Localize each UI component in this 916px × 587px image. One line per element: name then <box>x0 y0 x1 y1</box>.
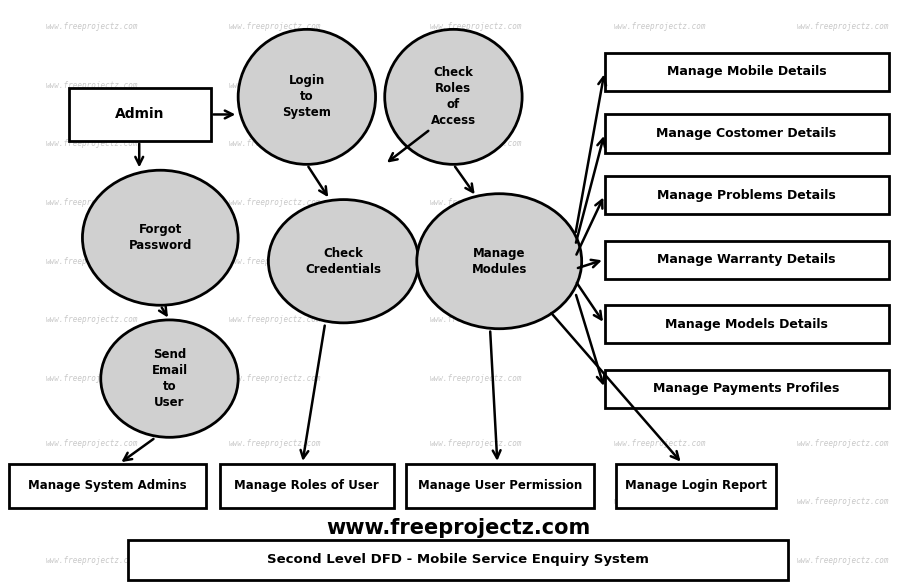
Bar <box>605 53 889 91</box>
Text: www.freeprojectz.com: www.freeprojectz.com <box>46 497 137 507</box>
Text: www.freeprojectz.com: www.freeprojectz.com <box>46 556 137 565</box>
Text: www.freeprojectz.com: www.freeprojectz.com <box>229 374 321 383</box>
Text: Manage Payments Profiles: Manage Payments Profiles <box>653 382 840 396</box>
Text: www.freeprojectz.com: www.freeprojectz.com <box>46 139 137 149</box>
Bar <box>220 464 394 508</box>
Text: www.freeprojectz.com: www.freeprojectz.com <box>229 438 321 448</box>
Bar <box>616 464 776 508</box>
Text: Check
Roles
of
Access: Check Roles of Access <box>431 66 476 127</box>
Text: www.freeprojectz.com: www.freeprojectz.com <box>797 139 889 149</box>
Text: www.freeprojectz.com: www.freeprojectz.com <box>797 497 889 507</box>
Text: www.freeprojectz.com: www.freeprojectz.com <box>614 198 705 207</box>
Text: www.freeprojectz.com: www.freeprojectz.com <box>614 497 705 507</box>
Text: Manage Problems Details: Manage Problems Details <box>657 188 836 202</box>
Text: www.freeprojectz.com: www.freeprojectz.com <box>797 80 889 90</box>
Bar <box>605 305 889 343</box>
Ellipse shape <box>385 29 522 164</box>
Text: www.freeprojectz.com: www.freeprojectz.com <box>797 198 889 207</box>
Bar <box>605 176 889 214</box>
Text: www.freeprojectz.com: www.freeprojectz.com <box>46 315 137 325</box>
Text: Manage User Permission: Manage User Permission <box>418 479 582 492</box>
Text: www.freeprojectz.com: www.freeprojectz.com <box>229 139 321 149</box>
Bar <box>9 464 206 508</box>
Ellipse shape <box>238 29 376 164</box>
Text: www.freeprojectz.com: www.freeprojectz.com <box>431 257 522 266</box>
Text: www.freeprojectz.com: www.freeprojectz.com <box>229 497 321 507</box>
Bar <box>605 114 889 153</box>
Text: www.freeprojectz.com: www.freeprojectz.com <box>46 374 137 383</box>
Text: www.freeprojectz.com: www.freeprojectz.com <box>431 315 522 325</box>
Text: www.freeprojectz.com: www.freeprojectz.com <box>229 22 321 31</box>
Ellipse shape <box>417 194 582 329</box>
Bar <box>605 370 889 408</box>
Bar <box>406 464 594 508</box>
Text: Send
Email
to
User: Send Email to User <box>151 348 188 409</box>
Text: www.freeprojectz.com: www.freeprojectz.com <box>46 257 137 266</box>
Text: www.freeprojectz.com: www.freeprojectz.com <box>229 80 321 90</box>
Text: www.freeprojectz.com: www.freeprojectz.com <box>614 22 705 31</box>
Text: www.freeprojectz.com: www.freeprojectz.com <box>797 374 889 383</box>
Text: Manage Login Report: Manage Login Report <box>625 479 767 492</box>
Bar <box>69 88 211 141</box>
Text: www.freeprojectz.com: www.freeprojectz.com <box>614 139 705 149</box>
Text: Manage Roles of User: Manage Roles of User <box>234 479 379 492</box>
Ellipse shape <box>268 200 419 323</box>
Text: www.freeprojectz.com: www.freeprojectz.com <box>431 139 522 149</box>
Text: www.freeprojectz.com: www.freeprojectz.com <box>614 374 705 383</box>
Text: www.freeprojectz.com: www.freeprojectz.com <box>797 438 889 448</box>
Text: Check
Credentials: Check Credentials <box>306 247 381 276</box>
Bar <box>128 540 788 580</box>
Text: www.freeprojectz.com: www.freeprojectz.com <box>46 438 137 448</box>
Text: www.freeprojectz.com: www.freeprojectz.com <box>326 518 590 538</box>
Text: Second Level DFD - Mobile Service Enquiry System: Second Level DFD - Mobile Service Enquir… <box>267 554 649 566</box>
Text: www.freeprojectz.com: www.freeprojectz.com <box>614 257 705 266</box>
Text: www.freeprojectz.com: www.freeprojectz.com <box>229 257 321 266</box>
Text: www.freeprojectz.com: www.freeprojectz.com <box>431 556 522 565</box>
Text: Manage System Admins: Manage System Admins <box>28 479 187 492</box>
Text: www.freeprojectz.com: www.freeprojectz.com <box>614 556 705 565</box>
Text: www.freeprojectz.com: www.freeprojectz.com <box>431 22 522 31</box>
Text: www.freeprojectz.com: www.freeprojectz.com <box>229 556 321 565</box>
Text: www.freeprojectz.com: www.freeprojectz.com <box>797 257 889 266</box>
Text: Manage
Modules: Manage Modules <box>472 247 527 276</box>
Text: Manage Models Details: Manage Models Details <box>665 318 828 331</box>
Text: www.freeprojectz.com: www.freeprojectz.com <box>431 198 522 207</box>
Text: www.freeprojectz.com: www.freeprojectz.com <box>797 315 889 325</box>
Text: www.freeprojectz.com: www.freeprojectz.com <box>614 80 705 90</box>
Text: www.freeprojectz.com: www.freeprojectz.com <box>431 497 522 507</box>
Text: www.freeprojectz.com: www.freeprojectz.com <box>229 315 321 325</box>
Text: www.freeprojectz.com: www.freeprojectz.com <box>229 198 321 207</box>
Text: www.freeprojectz.com: www.freeprojectz.com <box>46 22 137 31</box>
Text: www.freeprojectz.com: www.freeprojectz.com <box>46 198 137 207</box>
Text: Login
to
System: Login to System <box>282 75 332 119</box>
Text: www.freeprojectz.com: www.freeprojectz.com <box>797 556 889 565</box>
Text: Admin: Admin <box>114 107 165 122</box>
Text: www.freeprojectz.com: www.freeprojectz.com <box>431 438 522 448</box>
Text: Manage Warranty Details: Manage Warranty Details <box>658 253 835 266</box>
Ellipse shape <box>101 320 238 437</box>
Text: www.freeprojectz.com: www.freeprojectz.com <box>431 80 522 90</box>
Ellipse shape <box>82 170 238 305</box>
Text: Forgot
Password: Forgot Password <box>128 223 192 252</box>
Text: www.freeprojectz.com: www.freeprojectz.com <box>797 22 889 31</box>
Text: www.freeprojectz.com: www.freeprojectz.com <box>46 80 137 90</box>
Text: www.freeprojectz.com: www.freeprojectz.com <box>614 315 705 325</box>
Text: www.freeprojectz.com: www.freeprojectz.com <box>431 374 522 383</box>
Text: Manage Costomer Details: Manage Costomer Details <box>657 127 836 140</box>
Bar <box>605 241 889 279</box>
Text: Manage Mobile Details: Manage Mobile Details <box>667 65 826 79</box>
Text: www.freeprojectz.com: www.freeprojectz.com <box>614 438 705 448</box>
